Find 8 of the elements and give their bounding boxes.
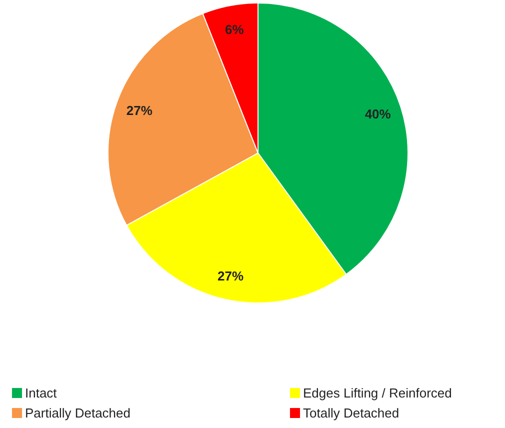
data-label: 27% [126, 102, 153, 118]
data-label: 40% [364, 106, 392, 122]
data-label: 27% [218, 268, 244, 284]
legend-label: Intact [25, 386, 58, 400]
legend-label: Totally Detached [303, 406, 400, 420]
data-label: 6% [224, 22, 244, 37]
legend-label: Partially Detached [25, 406, 130, 420]
legend-label: Edges Lifting / Reinforced [303, 386, 452, 400]
